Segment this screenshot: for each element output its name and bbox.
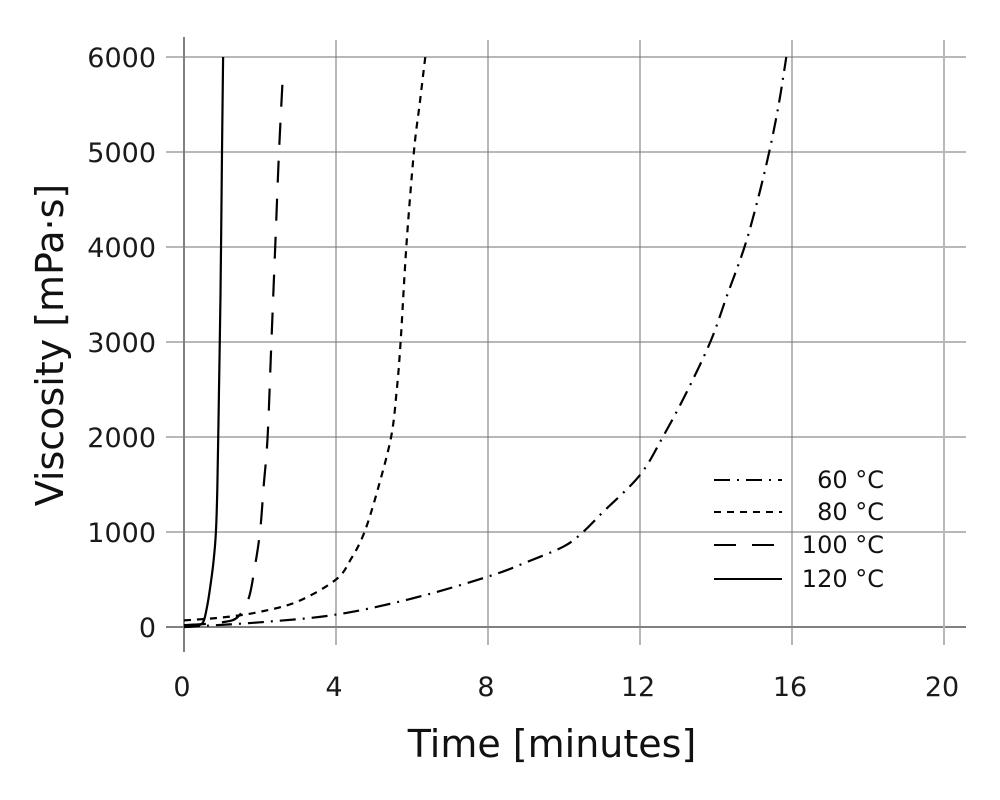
tick-labels: 0 1000 2000 3000 4000 5000 6000 0 4 8 12 16 20 xyxy=(87,43,959,703)
x-tick-label: 0 xyxy=(173,672,190,703)
x-tick-label: 4 xyxy=(325,672,342,703)
legend-item-60c: 60 °C xyxy=(714,466,884,494)
y-tick-label: 1000 xyxy=(87,518,156,549)
y-tick-label: 4000 xyxy=(87,233,156,264)
series-line-80c xyxy=(183,56,427,622)
data-series xyxy=(183,56,788,629)
series-line-100c xyxy=(183,75,284,627)
legend-label-80c: 80 °C xyxy=(817,498,884,526)
series-line-60c xyxy=(183,56,788,629)
x-axis-title: Time [minutes] xyxy=(407,722,697,766)
y-tick-label: 0 xyxy=(139,613,156,644)
legend-label-60c: 60 °C xyxy=(817,466,884,494)
x-tick-label: 16 xyxy=(773,672,807,703)
x-tick-label: 12 xyxy=(621,672,655,703)
y-axis-title: Viscosity [mPa·s] xyxy=(28,184,72,507)
y-tick-label: 6000 xyxy=(87,43,156,74)
series-line-120c xyxy=(183,56,225,629)
legend-label-120c: 120 °C xyxy=(802,565,884,593)
legend-label-100c: 100 °C xyxy=(802,531,884,559)
axes xyxy=(166,37,966,652)
y-tick-label: 3000 xyxy=(87,328,156,359)
legend: 60 °C 80 °C 100 °C 120 °C xyxy=(714,466,884,593)
legend-item-80c: 80 °C xyxy=(714,498,884,526)
x-tick-label: 20 xyxy=(925,672,959,703)
x-tick-label: 8 xyxy=(477,672,494,703)
y-tick-label: 5000 xyxy=(87,138,156,169)
legend-item-100c: 100 °C xyxy=(714,531,884,559)
y-tick-label: 2000 xyxy=(87,423,156,454)
legend-item-120c: 120 °C xyxy=(714,565,884,593)
